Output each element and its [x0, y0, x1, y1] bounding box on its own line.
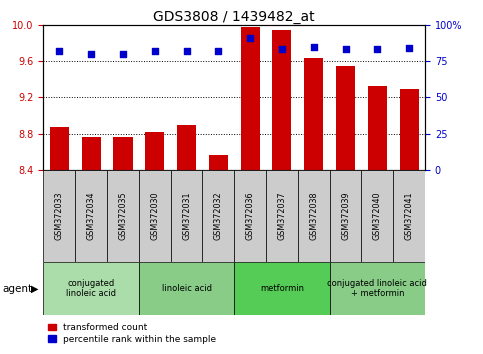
Bar — [304, 58, 323, 170]
Text: GSM372039: GSM372039 — [341, 192, 350, 240]
Bar — [298, 170, 330, 262]
Title: GDS3808 / 1439482_at: GDS3808 / 1439482_at — [154, 10, 315, 24]
Point — [373, 47, 381, 52]
Bar — [170, 170, 202, 262]
Legend: transformed count, percentile rank within the sample: transformed count, percentile rank withi… — [48, 323, 216, 344]
Bar — [399, 89, 419, 170]
Bar — [393, 170, 425, 262]
Point — [56, 48, 63, 54]
Text: GSM372030: GSM372030 — [150, 192, 159, 240]
Bar — [107, 170, 139, 262]
Bar — [114, 137, 132, 170]
Bar — [330, 262, 425, 315]
Point — [310, 44, 318, 50]
Text: GSM372035: GSM372035 — [118, 192, 128, 240]
Bar — [234, 170, 266, 262]
Text: GSM372031: GSM372031 — [182, 192, 191, 240]
Text: GSM372033: GSM372033 — [55, 192, 64, 240]
Point — [341, 47, 349, 52]
Point — [405, 45, 413, 51]
Point — [183, 48, 190, 54]
Bar — [330, 170, 361, 262]
Text: GSM372040: GSM372040 — [373, 192, 382, 240]
Bar — [272, 30, 292, 170]
Point — [87, 51, 95, 57]
Text: GSM372032: GSM372032 — [214, 192, 223, 240]
Text: conjugated
linoleic acid: conjugated linoleic acid — [66, 279, 116, 298]
Bar — [336, 65, 355, 170]
Text: GSM372038: GSM372038 — [309, 192, 318, 240]
Bar — [241, 27, 260, 170]
Text: conjugated linoleic acid
+ metformin: conjugated linoleic acid + metformin — [327, 279, 427, 298]
Point — [119, 51, 127, 57]
Text: GSM372036: GSM372036 — [246, 192, 255, 240]
Bar — [361, 170, 393, 262]
Text: GSM372041: GSM372041 — [405, 192, 413, 240]
Bar — [202, 170, 234, 262]
Bar — [266, 170, 298, 262]
Bar — [75, 170, 107, 262]
Text: agent: agent — [2, 284, 32, 293]
Bar — [43, 170, 75, 262]
Bar — [43, 262, 139, 315]
Text: linoleic acid: linoleic acid — [161, 284, 212, 293]
Bar — [234, 262, 330, 315]
Text: GSM372037: GSM372037 — [277, 192, 286, 240]
Bar — [139, 170, 170, 262]
Bar — [209, 155, 228, 170]
Text: GSM372034: GSM372034 — [86, 192, 96, 240]
Point — [246, 35, 254, 41]
Text: ▶: ▶ — [31, 284, 39, 293]
Point — [214, 48, 222, 54]
Point — [278, 47, 286, 52]
Point — [151, 48, 158, 54]
Bar — [50, 127, 69, 170]
Bar — [82, 137, 101, 170]
Bar — [139, 262, 234, 315]
Bar — [368, 86, 387, 170]
Bar — [177, 125, 196, 170]
Text: metformin: metformin — [260, 284, 304, 293]
Bar — [145, 132, 164, 170]
